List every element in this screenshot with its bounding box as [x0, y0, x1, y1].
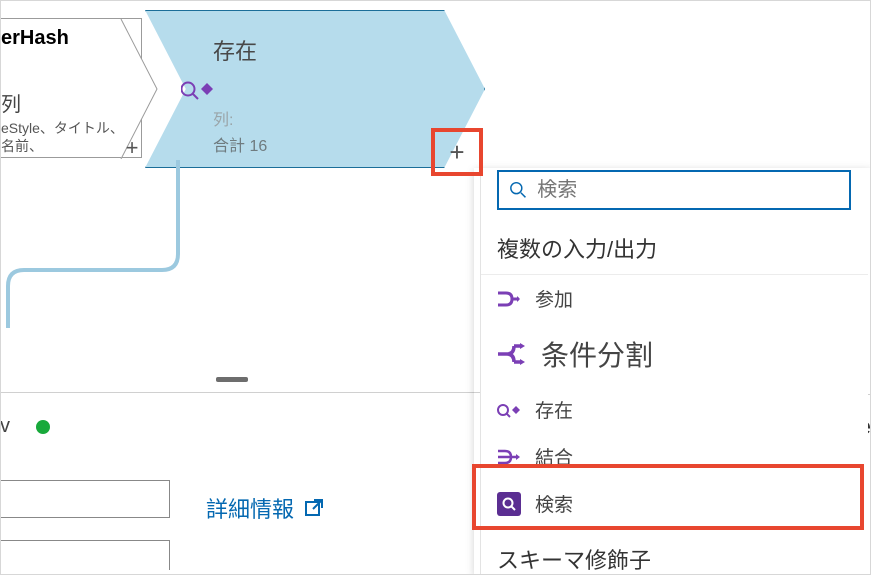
exists-node-title: 存在: [213, 34, 267, 66]
split-icon: [497, 339, 527, 369]
exists-menu-icon: [497, 398, 521, 422]
menu-item-exists[interactable]: 存在: [481, 386, 868, 433]
add-transformation-button[interactable]: +: [431, 128, 483, 176]
partial-input-2[interactable]: [0, 540, 170, 570]
exists-node-total: 合計 16: [213, 132, 267, 156]
menu-item-exists-label: 存在: [535, 396, 573, 423]
learn-more-link[interactable]: 詳細情報: [206, 492, 324, 524]
menu-item-split-label: 条件分割: [541, 334, 653, 374]
menu-item-union[interactable]: 結合: [481, 433, 868, 480]
menu-item-join[interactable]: 参加: [481, 275, 868, 322]
menu-item-lookup-label: 検索: [535, 490, 573, 517]
transformation-search-input[interactable]: [537, 179, 839, 202]
add-after-source-button[interactable]: +: [119, 135, 145, 161]
popup-footer-header: スキーマ修飾子: [481, 527, 868, 575]
connector-line: [0, 158, 220, 358]
panel-divider: [0, 392, 480, 393]
status-bar: v: [0, 415, 50, 438]
exists-icon: [181, 72, 215, 106]
partial-input-1[interactable]: [0, 480, 170, 518]
exists-node-column-label: 列:: [213, 106, 267, 130]
external-link-icon: [304, 498, 324, 518]
learn-more-label: 詳細情報: [206, 492, 294, 524]
popup-section-header: 複数の入力/出力: [481, 224, 868, 275]
status-letter: v: [0, 415, 10, 438]
transformation-search[interactable]: [497, 170, 851, 210]
menu-item-lookup[interactable]: 検索: [481, 480, 868, 527]
add-transformation-popup: 複数の入力/出力 参加 条件分割 存在 結合: [480, 170, 868, 575]
dataflow-canvas: erHash 列 eStyle、タイトル、 名前、 + 存在 列: 合計 16 …: [0, 0, 871, 575]
menu-item-conditional-split[interactable]: 条件分割: [481, 322, 868, 386]
source-node-card[interactable]: erHash 列 eStyle、タイトル、 名前、 +: [0, 18, 142, 158]
search-icon: [509, 180, 527, 200]
panel-resize-handle[interactable]: [216, 377, 248, 382]
lookup-icon: [497, 492, 521, 516]
join-icon: [497, 287, 521, 311]
status-ok-icon: [36, 420, 50, 434]
menu-item-union-label: 結合: [535, 443, 573, 470]
menu-item-join-label: 参加: [535, 285, 573, 312]
union-icon: [497, 445, 521, 469]
